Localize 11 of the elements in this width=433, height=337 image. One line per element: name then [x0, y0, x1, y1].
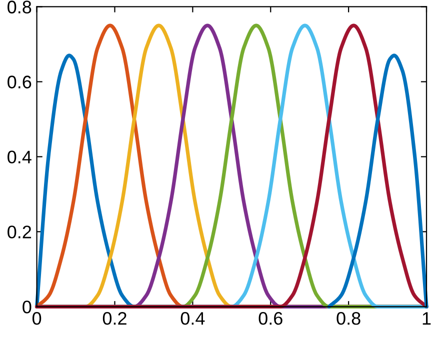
- x-tick-label: 0.2: [102, 312, 126, 325]
- x-tick-label: 0.8: [336, 312, 360, 325]
- x-tick-label: 0: [32, 312, 42, 325]
- y-tick-label: 0.2: [8, 226, 32, 238]
- x-tick-label: 0.4: [180, 312, 205, 325]
- y-tick-label: 0.8: [8, 0, 32, 14]
- x-tick-label: 1: [422, 312, 431, 325]
- y-tick-label: 0: [22, 300, 32, 314]
- y-tick-label: 0.4: [8, 150, 32, 164]
- x-tick-label: 0.6: [258, 312, 282, 325]
- y-tick-label: 0.6: [8, 76, 32, 88]
